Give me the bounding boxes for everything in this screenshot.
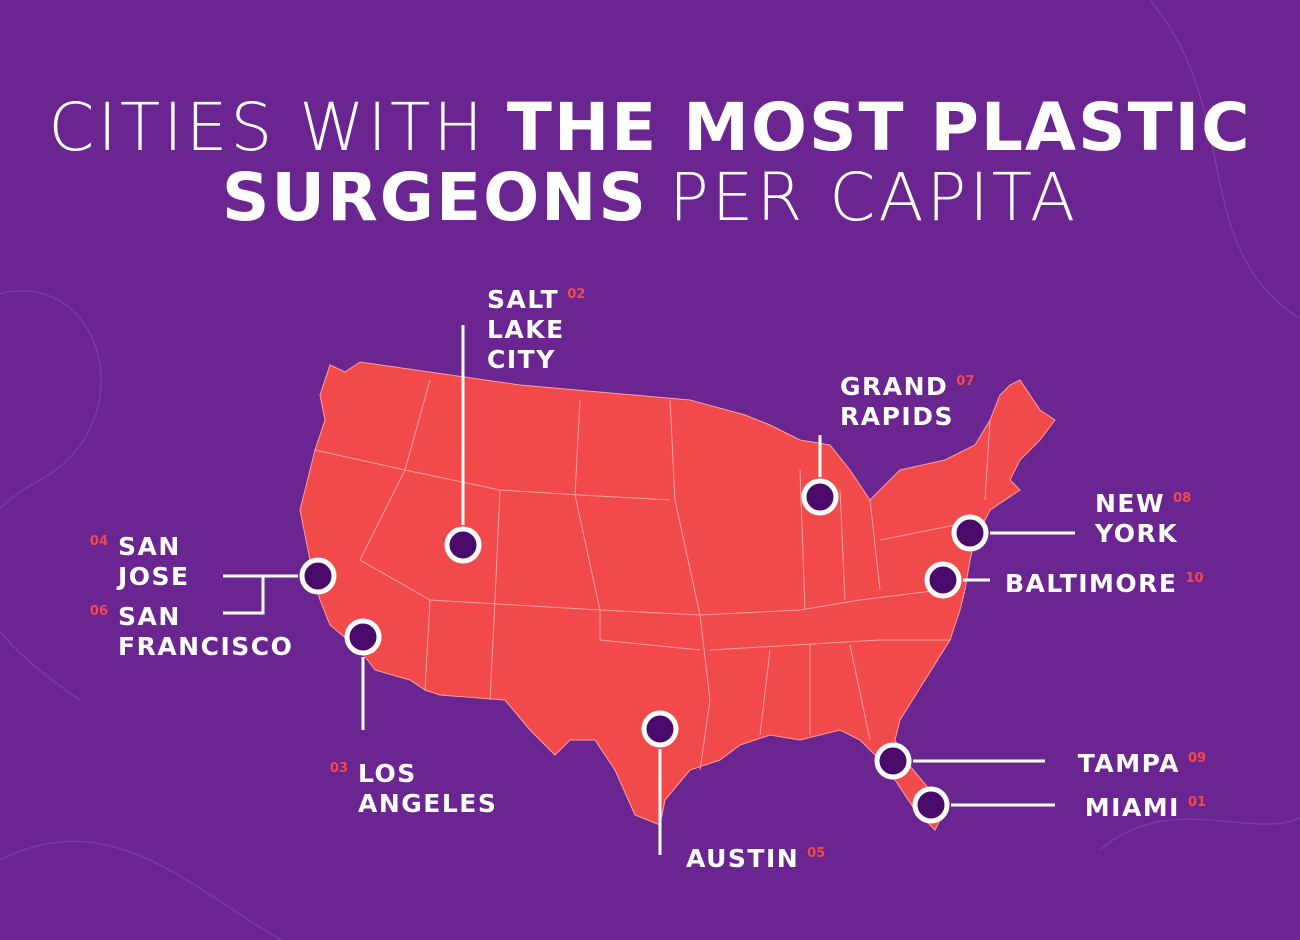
city-name: ANGELES [358,789,497,818]
city-rank: 06 [90,604,108,619]
city-pin [344,618,382,656]
city-name: NEW [1095,489,1165,518]
title-line-1: CITIES WITH THE MOST PLASTIC [48,89,1251,166]
city-name: FRANCISCO [118,632,293,661]
city-pin [874,742,912,780]
city-name: CITY [487,345,556,374]
city-rank: 04 [90,534,108,549]
city-rank: 03 [330,761,348,776]
city-name: SAN [118,602,181,631]
city-name: MIAMI [1085,793,1180,822]
city-pin [801,478,839,516]
city-pin [299,557,337,595]
city-rank: 02 [567,287,585,302]
city-rank: 09 [1188,751,1206,766]
city-name: LOS [358,759,417,788]
city-name: TAMPA [1078,749,1180,778]
city-rank: 07 [956,374,974,389]
leader-line [223,576,265,615]
city-pin [924,561,962,599]
city-rank: 08 [1173,491,1191,506]
title-line-2: SURGEONS PER CAPITA [222,159,1078,236]
city-name: LAKE [487,315,565,344]
us-map [299,361,1056,831]
city-name: BALTIMORE [1005,569,1178,598]
city-pin [444,526,482,564]
city-pin [641,710,679,748]
city-name: YORK [1094,519,1178,548]
city-name: JOSE [116,562,190,591]
city-name: AUSTIN [686,844,799,873]
city-pin [951,514,989,552]
city-name: SAN [118,532,181,561]
city-name: SALT [487,285,559,314]
city-name: GRAND [840,372,948,401]
city-name: RAPIDS [840,402,954,431]
city-rank: 05 [807,846,825,861]
city-rank: 10 [1186,571,1204,586]
city-pin [912,786,950,824]
state-lines [314,379,991,771]
city-rank: 01 [1188,795,1206,810]
